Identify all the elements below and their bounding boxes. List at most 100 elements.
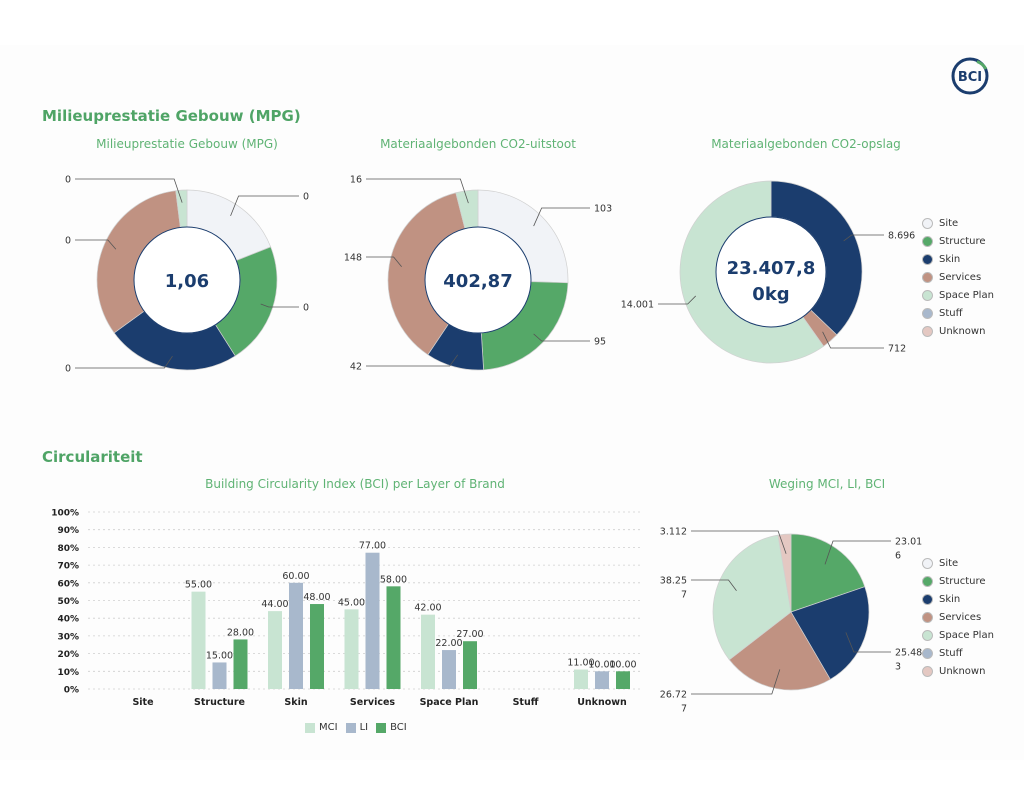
legend-item-services[interactable]: Services <box>922 608 994 626</box>
legend-label: Services <box>939 271 982 283</box>
legend-item-site[interactable]: Site <box>922 214 994 232</box>
bar-value-label: 58.00 <box>380 574 407 585</box>
legend-item-unknown[interactable]: Unknown <box>922 662 994 680</box>
legend-swatch <box>305 722 315 733</box>
bar-unknown-mci[interactable] <box>574 669 588 689</box>
legend-item-services[interactable]: Services <box>922 268 994 286</box>
legend-dot <box>922 217 933 229</box>
y-tick-label: 90% <box>57 526 79 536</box>
legend-label: Stuff <box>939 307 963 319</box>
bar-value-label: 77.00 <box>359 541 386 552</box>
bar-unknown-bci[interactable] <box>616 671 630 689</box>
bar-skin-li[interactable] <box>289 582 303 689</box>
co2-uitstoot-label-site: 103 <box>594 204 612 215</box>
weging-slice-unknown[interactable] <box>777 533 792 613</box>
legend-item-structure[interactable]: Structure <box>922 232 994 250</box>
co2-uitstoot-leader-site <box>533 207 590 227</box>
weging-label-services: 26.72 <box>660 690 687 701</box>
bar-value-label: 28.00 <box>227 627 254 638</box>
legend-label: Stuff <box>939 647 963 659</box>
bar-value-label: 22.00 <box>435 638 462 649</box>
legend-dot <box>922 629 933 641</box>
legend-item-stuff[interactable]: Stuff <box>922 304 994 322</box>
legend-label: Structure <box>939 575 986 587</box>
bar-skin-mci[interactable] <box>268 611 282 689</box>
mpg-center <box>133 226 241 334</box>
legend-item-site[interactable]: Site <box>922 554 994 572</box>
weging-label-space-plan: 7 <box>681 590 687 601</box>
legend-label: Site <box>939 217 959 229</box>
x-tick-label-site: Site <box>132 697 153 708</box>
co2-opslag-label-services: 712 <box>888 344 906 355</box>
co2-uitstoot-label-structure: 95 <box>594 337 606 348</box>
co2-uitstoot-center-value: 402,87 <box>443 271 512 292</box>
bar-space-plan-li[interactable] <box>442 650 456 689</box>
bar-structure-mci[interactable] <box>191 591 206 689</box>
weging-slice-services[interactable] <box>728 611 831 691</box>
co2-uitstoot-label-space-plan: 16 <box>350 175 362 186</box>
chart-title-co2-uitstoot: Materiaalgebonden CO2-uitstoot <box>380 137 576 151</box>
bar-space-plan-bci[interactable] <box>463 641 477 689</box>
chart-title-bci-bar: Building Circularity Index (BCI) per Lay… <box>205 477 505 491</box>
y-tick-label: 80% <box>57 544 79 554</box>
legend-label: Space Plan <box>939 629 994 641</box>
legend-item-space-plan[interactable]: Space Plan <box>922 286 994 304</box>
bar-value-label: 11.00 <box>567 658 594 669</box>
bar-services-li[interactable] <box>365 552 380 689</box>
bar-services-bci[interactable] <box>386 586 401 689</box>
legend-swatch <box>345 722 356 733</box>
legend-item-stuff[interactable]: Stuff <box>922 644 994 662</box>
bar-structure-li[interactable] <box>212 662 227 689</box>
legend-dot <box>922 325 933 337</box>
legend-label: Unknown <box>939 325 986 337</box>
co2-opslag-center <box>715 216 827 328</box>
legend-item-skin[interactable]: Skin <box>922 250 994 268</box>
mpg-leader-skin <box>75 355 173 369</box>
legend-item-structure[interactable]: Structure <box>922 572 994 590</box>
mpg-leader-site <box>230 195 299 217</box>
bar-legend-item-bci[interactable]: BCI <box>376 722 407 733</box>
legend-label: Space Plan <box>939 289 994 301</box>
weging-slice-space-plan[interactable] <box>712 534 792 661</box>
legend-label: Structure <box>939 235 986 247</box>
mpg-label-structure: 0 <box>303 303 309 314</box>
bar-structure-bci[interactable] <box>233 639 248 689</box>
bar-legend-item-li[interactable]: LI <box>345 722 368 733</box>
bar-space-plan-mci[interactable] <box>421 614 435 689</box>
bar-value-label: 44.00 <box>261 599 288 610</box>
bar-value-label: 10.00 <box>588 659 615 670</box>
y-tick-label: 20% <box>57 650 79 660</box>
co2-uitstoot-label-services: 148 <box>344 253 362 264</box>
bar-value-label: 55.00 <box>185 580 212 591</box>
co2-uitstoot-leader-space-plan <box>366 178 469 204</box>
legend-swatch <box>376 722 387 733</box>
x-tick-label-structure: Structure <box>194 697 245 708</box>
y-tick-label: 40% <box>57 615 79 625</box>
mpg-label-services: 0 <box>65 236 71 247</box>
co2-opslag-leader-space-plan <box>658 295 697 305</box>
x-tick-label-unknown: Unknown <box>577 697 627 708</box>
legend-label: BCI <box>390 722 407 733</box>
legend-dot <box>922 253 933 265</box>
bar-legend-item-mci[interactable]: MCI <box>305 722 338 733</box>
legend-item-skin[interactable]: Skin <box>922 590 994 608</box>
section-title-circularity: Circulariteit <box>42 448 143 466</box>
section-title-mpg: Milieuprestatie Gebouw (MPG) <box>42 107 301 125</box>
co2-opslag-label-space-plan: 14.001 <box>621 300 654 311</box>
mpg-leader-services <box>75 239 117 250</box>
bar-skin-bci[interactable] <box>310 604 324 689</box>
weging-slice-skin[interactable] <box>790 586 870 680</box>
legend-co2-opslag: Site Structure Skin Services Space Plan Stuff… <box>922 214 994 340</box>
bar-services-mci[interactable] <box>344 609 359 689</box>
co2-uitstoot-leader-skin <box>366 354 459 367</box>
logo-text: BCI <box>958 70 982 85</box>
weging-slice-structure[interactable] <box>790 533 866 613</box>
legend-item-unknown[interactable]: Unknown <box>922 322 994 340</box>
mpg-label-space-plan: 0 <box>65 175 71 186</box>
legend-item-space-plan[interactable]: Space Plan <box>922 626 994 644</box>
legend-label: MCI <box>319 722 338 733</box>
bar-unknown-li[interactable] <box>595 671 609 689</box>
co2-opslag-leader-skin <box>843 234 884 242</box>
legend-label: Skin <box>939 253 961 265</box>
bci-bar-chart: 0% 10% 20% 30% 40% 50% 60% 70% 80% 90% 100% Site Str… <box>51 509 640 708</box>
